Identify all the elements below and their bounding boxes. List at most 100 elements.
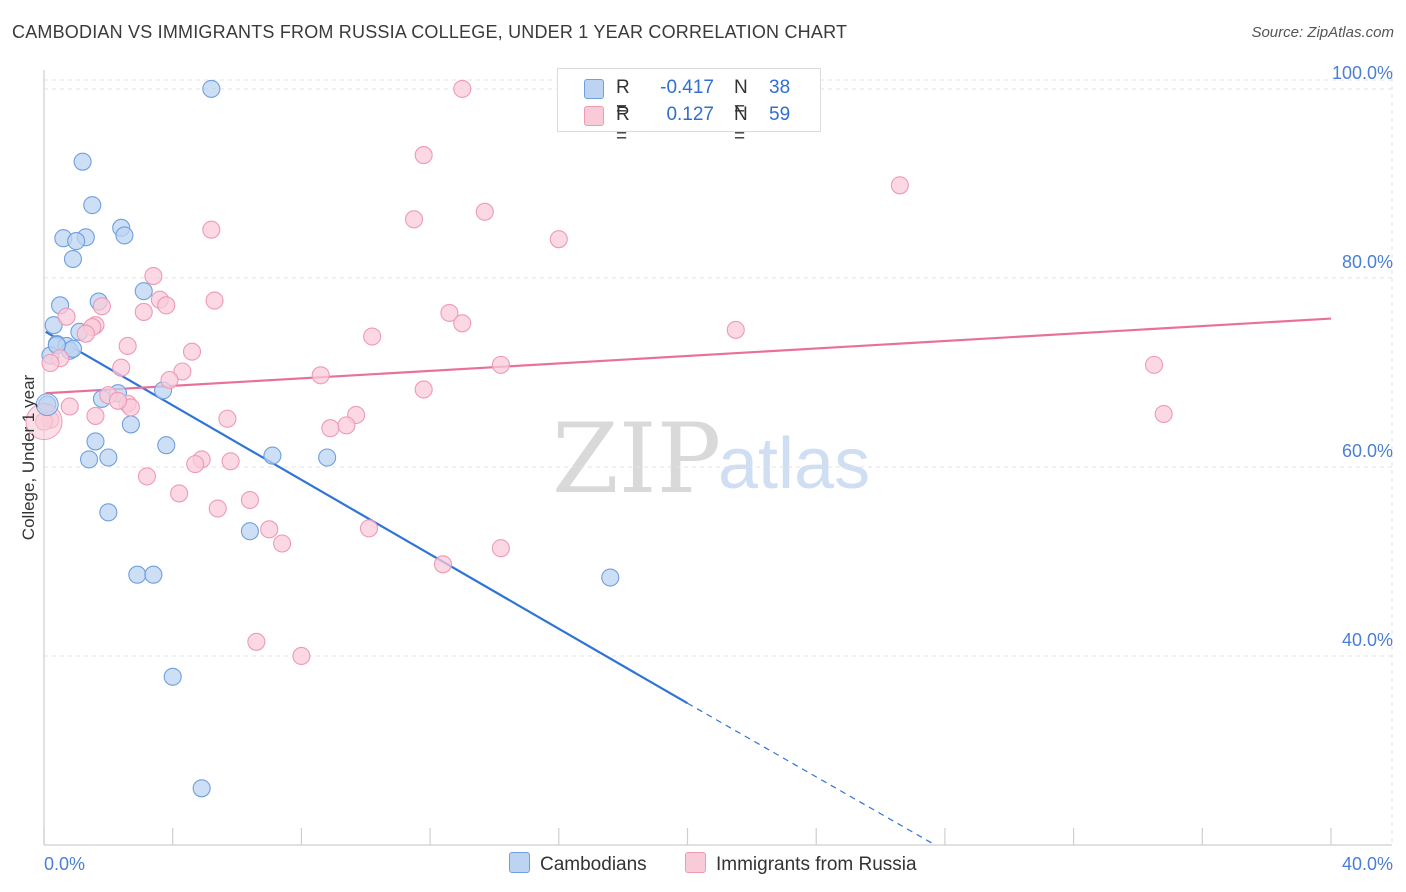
cambodians-point [86,432,105,451]
russia-point [186,455,205,474]
russia-point [221,452,240,471]
legend-n-value-cambodians: 38 [769,77,791,98]
cambodians-point [83,196,102,215]
x-tick-label: 40.0% [1342,854,1393,874]
cambodians-point [115,226,134,245]
russia-point [60,397,79,416]
cambodians-legend-swatch [509,852,530,873]
russia-point [453,314,472,333]
russia-point [363,327,382,346]
watermark-zip: ZIP [552,403,721,515]
correlation-legend: R = -0.417 N = 38 R = 0.127 N = 59 [557,68,821,147]
russia-point [108,391,128,410]
russia-point [726,320,745,339]
russia-legend-swatch [685,852,706,873]
russia-point [208,499,227,518]
russia-point [182,342,202,361]
russia-point [453,79,472,98]
russia-point [76,324,95,343]
trend-lines [45,317,1332,846]
cambodians-point [192,779,211,798]
cambodians-point [601,568,620,587]
russia-point [173,362,192,381]
legend-n-label: N = [734,104,748,147]
legend-r-value-cambodians: -0.417 [660,77,714,98]
russia-point [160,370,179,390]
y-tick-label: 60.0% [1342,441,1393,461]
legend-n-value-russia: 59 [769,104,791,125]
y-tick-label: 100.0% [1332,63,1393,83]
russia-point [260,520,279,539]
data-points [25,79,1173,798]
russia-point [1144,355,1164,374]
cambodians-point [134,282,153,301]
russia-point [112,358,131,377]
y-tick-label: 40.0% [1342,630,1393,650]
cambodians-point [202,79,221,98]
russia-point [414,380,433,399]
russia-point [359,519,379,538]
cambodians-point [67,232,86,251]
russia-point [157,296,176,315]
watermark: ZIP atlas [552,403,870,515]
x-tick-label: 0.0% [44,854,85,874]
russia-trend-line [45,317,1332,395]
legend-r-label: R = [616,104,630,147]
russia-point [475,202,494,221]
cambodians-point-large [35,393,59,417]
russia-point [205,291,224,310]
russia-point [491,539,510,558]
cambodians-point [121,415,140,434]
russia-point [414,146,433,165]
russia-point [440,303,459,322]
bottom-legend-russia: Immigrants from Russia [685,852,917,876]
cambodians-point [163,667,182,686]
cambodians-trend-extension [687,702,936,846]
legend-n-label: N = [734,77,748,120]
russia-point [890,176,909,195]
y-tick-labels: 40.0% 60.0% 80.0% 100.0% [1332,63,1393,650]
cambodians-trend-line [45,330,689,705]
russia-point [491,355,510,374]
russia-point [202,220,221,239]
russia-point [41,353,60,373]
legend-r-label: R = [616,77,630,120]
cambodians-point [128,565,147,584]
cambodians-point [79,450,99,469]
russia-point [292,646,311,666]
source-label: Source: ZipAtlas.com [1251,24,1394,41]
cambodians-swatch [584,79,604,99]
cambodians-point [44,316,63,335]
russia-point [86,406,105,425]
cambodians-point [63,249,83,269]
russia-point [92,297,111,316]
russia-point [247,632,266,651]
cambodians-legend-label: Cambodians [540,854,647,875]
russia-point [57,307,76,326]
gridlines [44,70,1393,845]
russia-point [118,336,137,356]
bottom-legend-cambodians: Cambodians [509,852,647,876]
cambodians-point [99,503,118,522]
axes [43,70,1392,846]
cambodians-point [157,436,176,455]
cambodians-point [144,565,163,584]
russia-point [144,266,163,286]
russia-point [218,409,237,428]
cambodians-point [263,446,282,465]
legend-r-value-russia: 0.127 [666,104,714,125]
russia-point [321,419,340,438]
cambodians-point [240,522,259,541]
russia-point [433,555,453,574]
y-axis-label: College, Under 1 year [19,374,38,540]
russia-point [404,210,424,229]
cambodians-point [99,448,118,467]
watermark-atlas: atlas [718,424,870,504]
russia-point [240,490,259,510]
russia-point [311,366,330,385]
russia-point [549,230,568,249]
russia-point [137,467,157,486]
russia-point [273,534,292,553]
russia-point [337,416,356,435]
